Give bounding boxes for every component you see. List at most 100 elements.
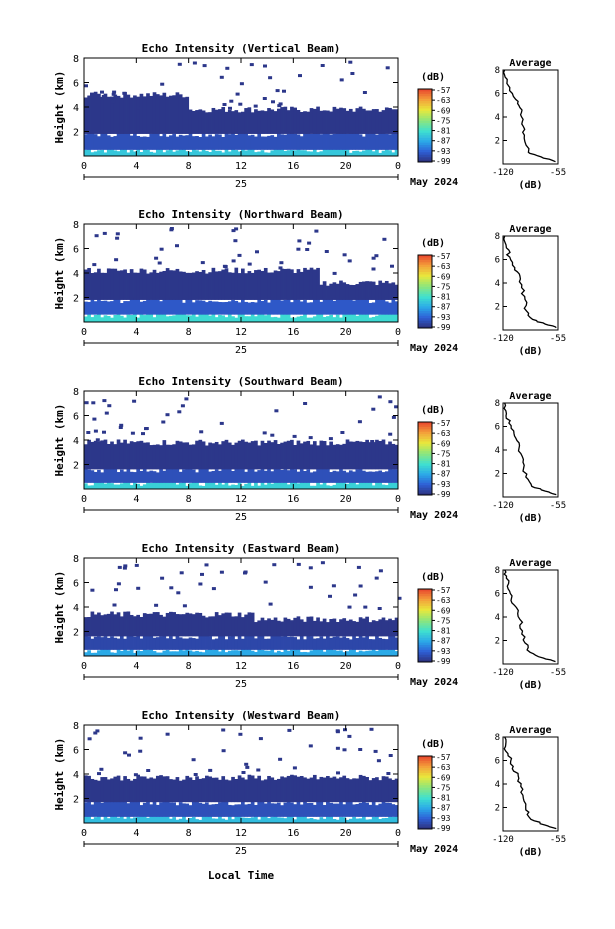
heatmap-cell xyxy=(247,107,252,134)
heatmap-cell xyxy=(208,315,212,322)
heatmap-cell xyxy=(103,483,108,489)
x-tick-label: 0 xyxy=(81,161,87,172)
heatmap-cell xyxy=(139,651,144,656)
colorbar-segment xyxy=(418,821,432,825)
heatmap-cell xyxy=(110,483,114,489)
heatmap-cell xyxy=(375,650,379,656)
heatmap-cell xyxy=(309,818,314,823)
heatmap-cell xyxy=(231,259,236,263)
heatmap-cell xyxy=(224,301,229,315)
heatmap-cell xyxy=(119,315,124,322)
x-tick-label: 20 xyxy=(340,327,352,338)
heatmap-cell xyxy=(312,774,317,803)
heatmap-cell xyxy=(384,133,389,150)
heatmap-cell xyxy=(388,778,392,803)
heatmap-cell xyxy=(198,485,203,489)
heatmap-cell xyxy=(352,285,356,300)
heatmap-cell xyxy=(100,90,104,94)
colorbar-segment xyxy=(418,792,432,796)
heatmap-cell xyxy=(159,802,163,817)
heatmap-cell xyxy=(191,136,196,150)
heatmap-cell xyxy=(238,102,243,106)
heatmap-cell xyxy=(234,442,239,470)
heatmap-cell xyxy=(355,621,360,637)
heatmap-cell xyxy=(142,648,147,656)
heatmap-cell xyxy=(342,108,347,134)
heatmap-cell xyxy=(97,150,101,156)
heatmap-cell xyxy=(162,298,167,315)
heatmap-cell xyxy=(100,819,105,823)
heatmap-cell xyxy=(309,802,314,817)
colorbar-segment xyxy=(418,470,432,474)
heatmap-cell xyxy=(224,111,229,134)
heatmap-cell xyxy=(87,617,91,637)
heatmap-cell xyxy=(270,150,275,156)
colorbar-segment xyxy=(418,96,432,100)
heatmap-cell xyxy=(296,109,301,134)
heatmap-cell xyxy=(87,131,91,150)
heatmap-cell xyxy=(293,819,297,823)
heatmap-cell xyxy=(355,638,360,650)
heatmap-cell xyxy=(299,443,304,470)
heatmap-cell xyxy=(136,467,140,483)
heatmap-cell xyxy=(198,137,203,150)
heatmap-cell xyxy=(84,84,88,88)
x-tick-label: 0 xyxy=(395,327,401,338)
heatmap-cell xyxy=(377,395,382,399)
heatmap-cell xyxy=(149,299,154,315)
heatmap-cell xyxy=(116,439,121,470)
heatmap-cell xyxy=(312,471,317,483)
heatmap-cell xyxy=(241,647,245,656)
heatmap-cell xyxy=(316,648,320,656)
heatmap-cell xyxy=(241,149,245,156)
heatmap-cell xyxy=(397,596,402,600)
heatmap-cell xyxy=(250,817,255,823)
heatmap-cell xyxy=(257,470,262,483)
heatmap-cell xyxy=(204,563,209,567)
heatmap-cell xyxy=(343,728,347,732)
heatmap-cell xyxy=(278,102,283,106)
heatmap-cell xyxy=(247,612,252,637)
heatmap-cell xyxy=(332,444,337,470)
heatmap-cell xyxy=(169,467,173,483)
heatmap-cell xyxy=(90,133,95,150)
heatmap-cell xyxy=(329,297,333,315)
heatmap-cell xyxy=(378,780,383,803)
heatmap-cell xyxy=(152,612,157,637)
colorbar-segment xyxy=(418,106,432,109)
heatmap-cell xyxy=(139,151,144,156)
heatmap-cell xyxy=(201,269,206,300)
heatmap-cell xyxy=(263,64,267,68)
heatmap-cell xyxy=(322,818,327,823)
colorbar-segment xyxy=(418,113,432,117)
heatmap-cell xyxy=(296,471,301,483)
heatmap-cell xyxy=(142,814,147,823)
heatmap-cell xyxy=(250,148,255,156)
heatmap-cell xyxy=(277,104,282,108)
heatmap-cell xyxy=(231,111,235,134)
heatmap-cell xyxy=(165,815,170,823)
heatmap-cell xyxy=(297,239,302,243)
heatmap-cell xyxy=(195,150,199,156)
colorbar-segment xyxy=(418,120,432,124)
heatmap-cell xyxy=(362,775,366,803)
heatmap-cell xyxy=(146,801,150,817)
heatmap-cell xyxy=(384,802,389,817)
heatmap-cell xyxy=(339,619,343,637)
heatmap-cell xyxy=(306,634,311,650)
heatmap-cell xyxy=(260,467,265,483)
heatmap-cell xyxy=(345,313,350,322)
colorbar-segment xyxy=(418,613,432,617)
heatmap-cell xyxy=(84,97,88,134)
x-tick-label: 0 xyxy=(395,161,401,172)
heatmap-cell xyxy=(394,482,399,489)
heatmap-cell xyxy=(362,637,366,650)
heatmap-cell xyxy=(319,313,324,322)
heatmap-cell xyxy=(214,469,219,483)
x-tick-label: 12 xyxy=(235,494,247,505)
colorbar-segment xyxy=(418,448,432,452)
heatmap-cell xyxy=(172,469,176,483)
heatmap-cell xyxy=(388,754,393,757)
heatmap-cell xyxy=(139,312,144,322)
heatmap-cell xyxy=(155,444,160,470)
